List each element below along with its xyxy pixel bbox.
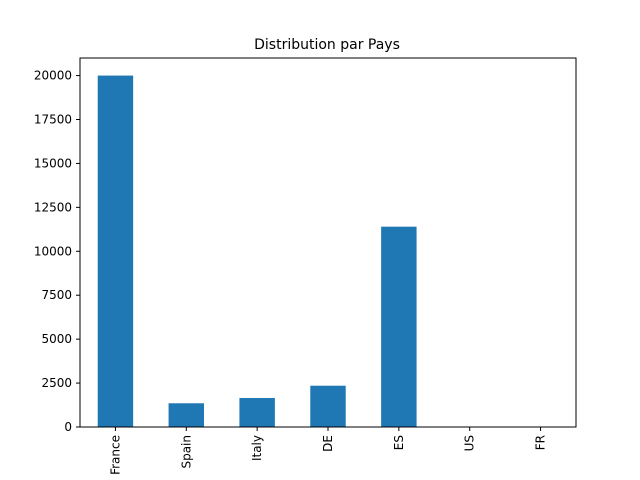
bar-spain: [168, 403, 204, 427]
bar-de: [310, 385, 346, 427]
x-tick-label: DE: [321, 435, 335, 452]
x-tick-label: Spain: [179, 435, 193, 469]
x-axis: France Spain Italy DE ES US FR: [108, 427, 548, 475]
x-tick-label: ES: [392, 435, 406, 450]
y-axis: 0 2500 5000 7500 10000 12500 15000 17500 20000: [34, 69, 80, 434]
y-tick-label: 12500: [34, 200, 72, 214]
y-tick-label: 0: [64, 420, 72, 434]
y-tick-label: 5000: [41, 332, 72, 346]
y-tick-label: 7500: [41, 288, 72, 302]
bars: [97, 75, 417, 428]
x-tick-label: France: [108, 435, 122, 475]
y-tick-label: 20000: [34, 69, 72, 83]
plot-frame: [79, 57, 577, 428]
y-tick-label: 15000: [34, 156, 72, 170]
bar-france: [97, 75, 134, 428]
y-tick-label: 2500: [41, 376, 72, 390]
y-tick-label: 17500: [34, 113, 72, 127]
x-tick-label: Italy: [250, 435, 264, 461]
x-tick-label: FR: [534, 435, 548, 450]
x-tick-label: US: [463, 435, 477, 451]
bar-italy: [239, 398, 275, 427]
chart-title: Distribution par Pays: [254, 37, 400, 53]
bar-es: [381, 226, 417, 427]
y-tick-label: 10000: [34, 244, 72, 258]
